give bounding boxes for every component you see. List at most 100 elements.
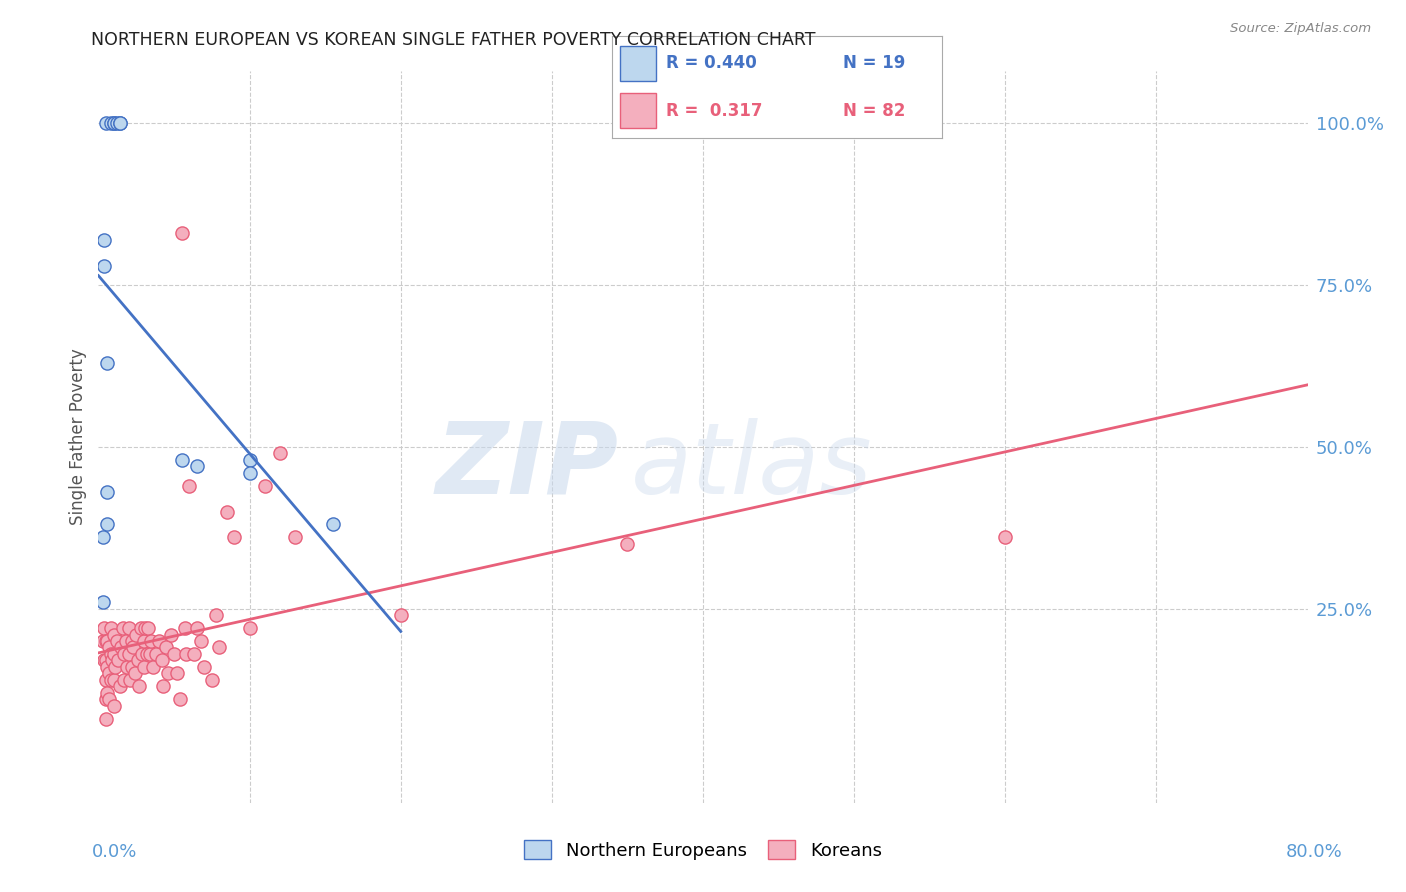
- Point: [100, 673, 122, 687]
- Point: [124, 666, 146, 681]
- Point: [98, 692, 121, 706]
- Point: [93, 653, 115, 667]
- Point: [616, 537, 638, 551]
- Point: [108, 116, 131, 130]
- Point: [169, 692, 191, 706]
- Point: [132, 634, 155, 648]
- Point: [93, 233, 115, 247]
- Legend: Northern Europeans, Koreans: Northern Europeans, Koreans: [517, 833, 889, 867]
- Point: [253, 478, 276, 492]
- Point: [155, 640, 177, 655]
- Text: N = 19: N = 19: [844, 54, 905, 72]
- Point: [94, 673, 117, 687]
- Point: [103, 116, 125, 130]
- Point: [201, 673, 224, 687]
- Point: [111, 621, 134, 635]
- Point: [115, 660, 138, 674]
- Point: [994, 530, 1017, 544]
- Point: [183, 647, 205, 661]
- Y-axis label: Single Father Poverty: Single Father Poverty: [69, 349, 87, 525]
- Point: [122, 640, 145, 655]
- Point: [186, 621, 208, 635]
- Point: [112, 673, 135, 687]
- Point: [94, 653, 117, 667]
- Point: [101, 653, 124, 667]
- Text: atlas: atlas: [630, 417, 872, 515]
- Point: [103, 627, 125, 641]
- Point: [179, 478, 201, 492]
- Point: [121, 660, 143, 674]
- Text: ZIP: ZIP: [436, 417, 619, 515]
- Point: [121, 634, 143, 648]
- Point: [94, 692, 117, 706]
- Point: [170, 452, 193, 467]
- Point: [118, 647, 141, 661]
- Point: [96, 517, 118, 532]
- Text: N = 82: N = 82: [844, 102, 905, 120]
- Point: [193, 660, 215, 674]
- Point: [134, 621, 156, 635]
- Point: [96, 660, 118, 674]
- Point: [136, 621, 159, 635]
- Text: R = 0.440: R = 0.440: [666, 54, 756, 72]
- Point: [105, 116, 128, 130]
- Point: [145, 647, 167, 661]
- Point: [114, 634, 136, 648]
- Point: [239, 621, 262, 635]
- Point: [152, 679, 174, 693]
- Point: [205, 608, 228, 623]
- Point: [107, 653, 129, 667]
- Point: [173, 621, 195, 635]
- Point: [170, 226, 193, 240]
- Point: [112, 647, 135, 661]
- Point: [94, 634, 117, 648]
- Point: [166, 666, 188, 681]
- Point: [96, 356, 118, 370]
- Point: [224, 530, 246, 544]
- Bar: [620, 93, 657, 128]
- Bar: [620, 45, 657, 81]
- Point: [98, 640, 121, 655]
- Point: [190, 634, 212, 648]
- Point: [284, 530, 307, 544]
- Point: [142, 660, 165, 674]
- Point: [105, 634, 128, 648]
- Point: [96, 686, 118, 700]
- Point: [103, 116, 125, 130]
- Text: R =  0.317: R = 0.317: [666, 102, 762, 120]
- Point: [215, 504, 238, 518]
- Point: [108, 116, 131, 130]
- Point: [100, 621, 122, 635]
- Text: Source: ZipAtlas.com: Source: ZipAtlas.com: [1230, 22, 1371, 36]
- Point: [120, 673, 142, 687]
- Point: [239, 466, 262, 480]
- Point: [103, 673, 125, 687]
- Point: [156, 666, 179, 681]
- Point: [174, 647, 197, 661]
- Point: [160, 627, 183, 641]
- Point: [110, 640, 132, 655]
- Point: [129, 621, 152, 635]
- Point: [125, 627, 148, 641]
- Point: [93, 259, 115, 273]
- Point: [96, 634, 118, 648]
- Point: [100, 116, 122, 130]
- Point: [91, 634, 114, 648]
- Point: [100, 647, 122, 661]
- Point: [127, 653, 149, 667]
- Point: [150, 653, 173, 667]
- Point: [389, 608, 412, 623]
- Point: [98, 666, 121, 681]
- Point: [148, 634, 170, 648]
- Point: [91, 595, 114, 609]
- Point: [135, 647, 157, 661]
- Point: [103, 647, 125, 661]
- Point: [322, 517, 344, 532]
- Point: [118, 621, 141, 635]
- Point: [94, 712, 117, 726]
- Point: [93, 621, 115, 635]
- Point: [108, 679, 131, 693]
- Point: [239, 452, 262, 467]
- Point: [186, 459, 208, 474]
- Text: 0.0%: 0.0%: [91, 843, 136, 861]
